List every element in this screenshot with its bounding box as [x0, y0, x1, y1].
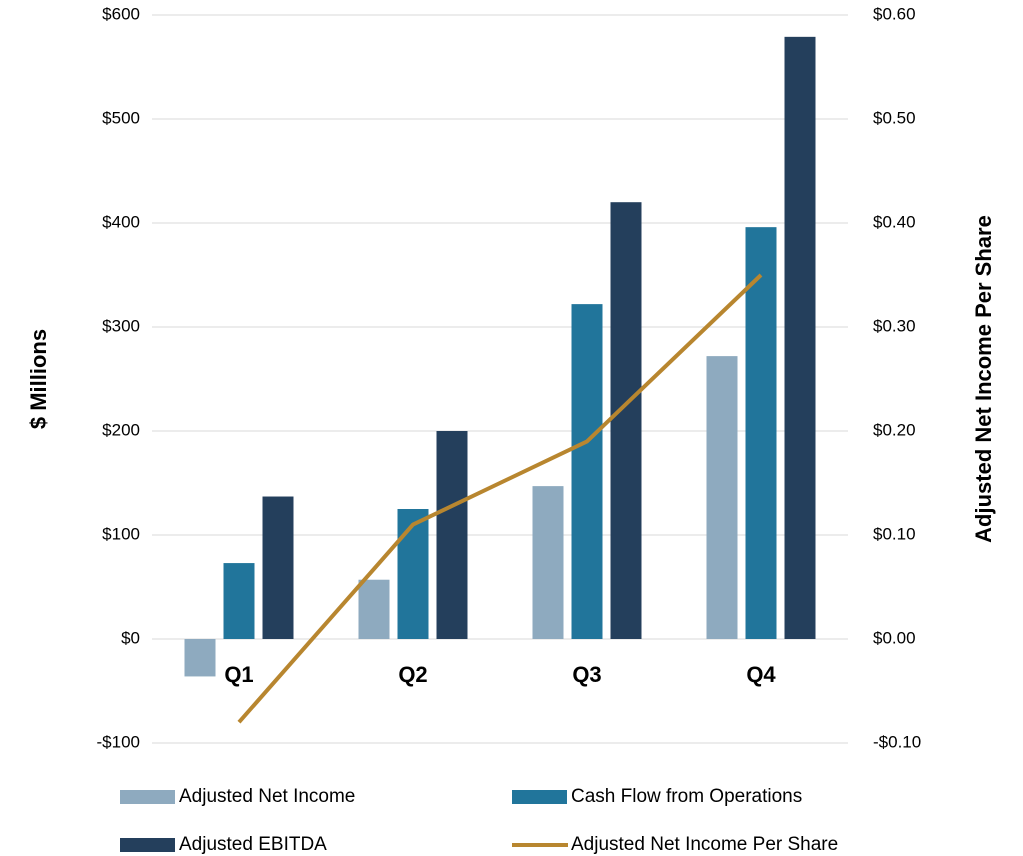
y-tick-label: $400	[102, 212, 140, 231]
x-tick-label: Q2	[398, 662, 427, 687]
bar	[436, 431, 468, 639]
y2-tick-label: $0.10	[873, 524, 916, 543]
bar	[571, 304, 603, 639]
y-tick-label: $0	[121, 628, 140, 647]
y-tick-label: $100	[102, 524, 140, 543]
bar	[358, 579, 390, 639]
y-tick-label: $500	[102, 108, 140, 127]
line-series	[237, 273, 763, 724]
y2-axis-title: Adjusted Net Income Per Share	[971, 215, 996, 543]
legend-label: Adjusted EBITDA	[179, 834, 327, 855]
bar	[262, 496, 294, 639]
y-tick-label: $300	[102, 316, 140, 335]
x-tick-label: Q1	[224, 662, 253, 687]
y2-tick-label: $0.60	[873, 4, 916, 23]
y2-tick-label: $0.40	[873, 212, 916, 231]
y2-tick-label: $0.20	[873, 420, 916, 439]
legend-label: Adjusted Net Income Per Share	[571, 834, 838, 855]
y-tick-label: $200	[102, 420, 140, 439]
legend-swatch	[120, 838, 175, 852]
bar	[184, 639, 216, 677]
y2-tick-label: $0.30	[873, 316, 916, 335]
bar	[397, 509, 429, 639]
x-tick-label: Q3	[572, 662, 601, 687]
y-axis-title: $ Millions	[26, 329, 51, 429]
bar	[610, 202, 642, 639]
y2-tick-label: $0.50	[873, 108, 916, 127]
y-tick-label: -$100	[97, 732, 140, 751]
legend-swatch	[512, 790, 567, 804]
y2-tick-label: $0.00	[873, 628, 916, 647]
bar	[223, 563, 255, 639]
bar	[706, 356, 738, 639]
bar	[532, 486, 564, 639]
bar	[784, 36, 816, 639]
y2-tick-label: -$0.10	[873, 732, 921, 751]
legend-swatch	[120, 790, 175, 804]
y-tick-label: $600	[102, 4, 140, 23]
legend-label: Cash Flow from Operations	[571, 786, 802, 807]
legend-label: Adjusted Net Income	[179, 786, 355, 807]
bar	[745, 227, 777, 639]
x-tick-label: Q4	[746, 662, 776, 687]
